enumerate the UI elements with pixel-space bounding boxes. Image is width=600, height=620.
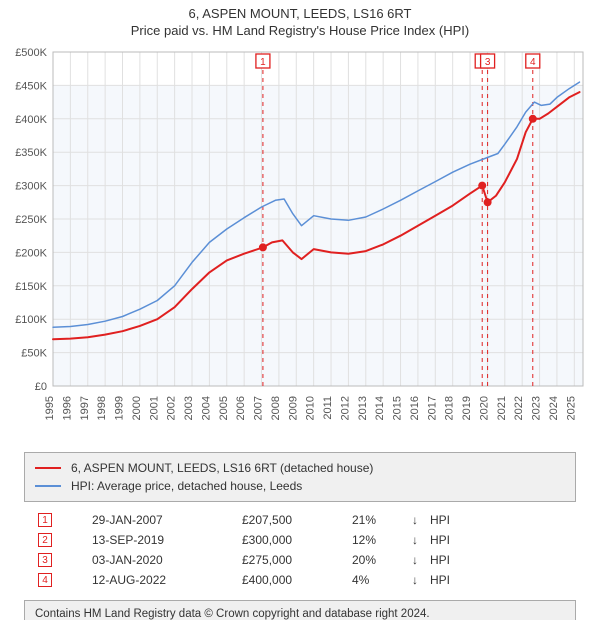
- svg-text:2019: 2019: [461, 396, 473, 420]
- down-arrow-icon: ↓: [412, 533, 430, 547]
- down-arrow-icon: ↓: [412, 513, 430, 527]
- svg-text:2015: 2015: [392, 396, 404, 420]
- svg-text:2025: 2025: [565, 396, 577, 420]
- sale-price: £207,500: [242, 513, 352, 527]
- sale-date: 29-JAN-2007: [92, 513, 242, 527]
- svg-text:2005: 2005: [218, 396, 230, 420]
- svg-text:£400K: £400K: [15, 114, 47, 126]
- svg-text:2021: 2021: [496, 396, 508, 420]
- svg-text:2007: 2007: [253, 396, 265, 420]
- svg-text:1998: 1998: [96, 396, 108, 420]
- svg-text:2004: 2004: [200, 396, 212, 420]
- svg-text:1995: 1995: [44, 396, 56, 420]
- sale-price: £400,000: [242, 573, 352, 587]
- down-arrow-icon: ↓: [412, 553, 430, 567]
- sale-row: 3 03-JAN-2020£275,00020%↓HPI: [30, 550, 570, 570]
- svg-text:2001: 2001: [148, 396, 160, 420]
- svg-text:1: 1: [260, 57, 266, 68]
- svg-text:£300K: £300K: [15, 181, 47, 193]
- chart-title: 6, ASPEN MOUNT, LEEDS, LS16 6RT: [0, 6, 600, 21]
- svg-text:2018: 2018: [444, 396, 456, 420]
- svg-text:2023: 2023: [531, 396, 543, 420]
- legend-swatch: [35, 467, 61, 469]
- svg-text:£450K: £450K: [15, 80, 47, 92]
- sale-marker: 2: [38, 533, 52, 547]
- svg-text:2003: 2003: [183, 396, 195, 420]
- svg-text:1997: 1997: [79, 396, 91, 420]
- sale-pct: 4%: [352, 573, 412, 587]
- attribution-footer: Contains HM Land Registry data © Crown c…: [24, 600, 576, 620]
- svg-text:£0: £0: [35, 381, 47, 393]
- down-arrow-icon: ↓: [412, 573, 430, 587]
- sale-marker: 3: [38, 553, 52, 567]
- svg-text:£500K: £500K: [15, 47, 47, 59]
- sale-marker: 1: [38, 513, 52, 527]
- legend-item: HPI: Average price, detached house, Leed…: [35, 477, 565, 495]
- sale-pct: 12%: [352, 533, 412, 547]
- legend-item: 6, ASPEN MOUNT, LEEDS, LS16 6RT (detache…: [35, 459, 565, 477]
- sale-hpi-label: HPI: [430, 573, 470, 587]
- svg-text:£100K: £100K: [15, 314, 47, 326]
- sale-row: 1 29-JAN-2007£207,50021%↓HPI: [30, 510, 570, 530]
- footer-line-1: Contains HM Land Registry data © Crown c…: [35, 607, 565, 620]
- svg-text:2011: 2011: [322, 396, 334, 420]
- sale-date: 03-JAN-2020: [92, 553, 242, 567]
- svg-text:2009: 2009: [287, 396, 299, 420]
- sale-price: £275,000: [242, 553, 352, 567]
- svg-text:£350K: £350K: [15, 147, 47, 159]
- sale-hpi-label: HPI: [430, 533, 470, 547]
- svg-text:2016: 2016: [409, 396, 421, 420]
- svg-text:2014: 2014: [374, 396, 386, 420]
- sale-pct: 21%: [352, 513, 412, 527]
- svg-text:1999: 1999: [114, 396, 126, 420]
- sale-hpi-label: HPI: [430, 553, 470, 567]
- svg-text:4: 4: [530, 57, 536, 68]
- legend-swatch: [35, 485, 61, 487]
- line-chart-svg: £0 £50K £100K £150K £200K £250K £300K £350K £400…: [5, 44, 595, 444]
- svg-text:2010: 2010: [305, 396, 317, 420]
- svg-text:£200K: £200K: [15, 247, 47, 259]
- sale-marker: 4: [38, 573, 52, 587]
- sale-pct: 20%: [352, 553, 412, 567]
- svg-text:£150K: £150K: [15, 281, 47, 293]
- svg-text:1996: 1996: [61, 396, 73, 420]
- svg-text:3: 3: [485, 57, 491, 68]
- chart-area: £0 £50K £100K £150K £200K £250K £300K £350K £400…: [5, 44, 595, 444]
- svg-text:2024: 2024: [548, 396, 560, 420]
- sale-price: £300,000: [242, 533, 352, 547]
- svg-text:2022: 2022: [513, 396, 525, 420]
- legend-label: HPI: Average price, detached house, Leed…: [71, 479, 302, 493]
- sales-table: 129-JAN-2007£207,50021%↓HPI213-SEP-2019£…: [30, 510, 570, 590]
- svg-text:£250K: £250K: [15, 214, 47, 226]
- svg-text:2000: 2000: [131, 396, 143, 420]
- svg-text:£50K: £50K: [21, 348, 47, 360]
- sale-row: 4 12-AUG-2022£400,0004%↓HPI: [30, 570, 570, 590]
- sale-date: 13-SEP-2019: [92, 533, 242, 547]
- sale-hpi-label: HPI: [430, 513, 470, 527]
- svg-text:2006: 2006: [235, 396, 247, 420]
- sale-date: 12-AUG-2022: [92, 573, 242, 587]
- svg-text:2013: 2013: [357, 396, 369, 420]
- sale-row: 2 13-SEP-2019£300,00012%↓HPI: [30, 530, 570, 550]
- svg-text:2002: 2002: [166, 396, 178, 420]
- legend-label: 6, ASPEN MOUNT, LEEDS, LS16 6RT (detache…: [71, 461, 373, 475]
- legend: 6, ASPEN MOUNT, LEEDS, LS16 6RT (detache…: [24, 452, 576, 502]
- svg-text:2008: 2008: [270, 396, 282, 420]
- svg-text:2012: 2012: [339, 396, 351, 420]
- chart-subtitle: Price paid vs. HM Land Registry's House …: [0, 23, 600, 38]
- svg-text:2020: 2020: [478, 396, 490, 420]
- svg-text:2017: 2017: [426, 396, 438, 420]
